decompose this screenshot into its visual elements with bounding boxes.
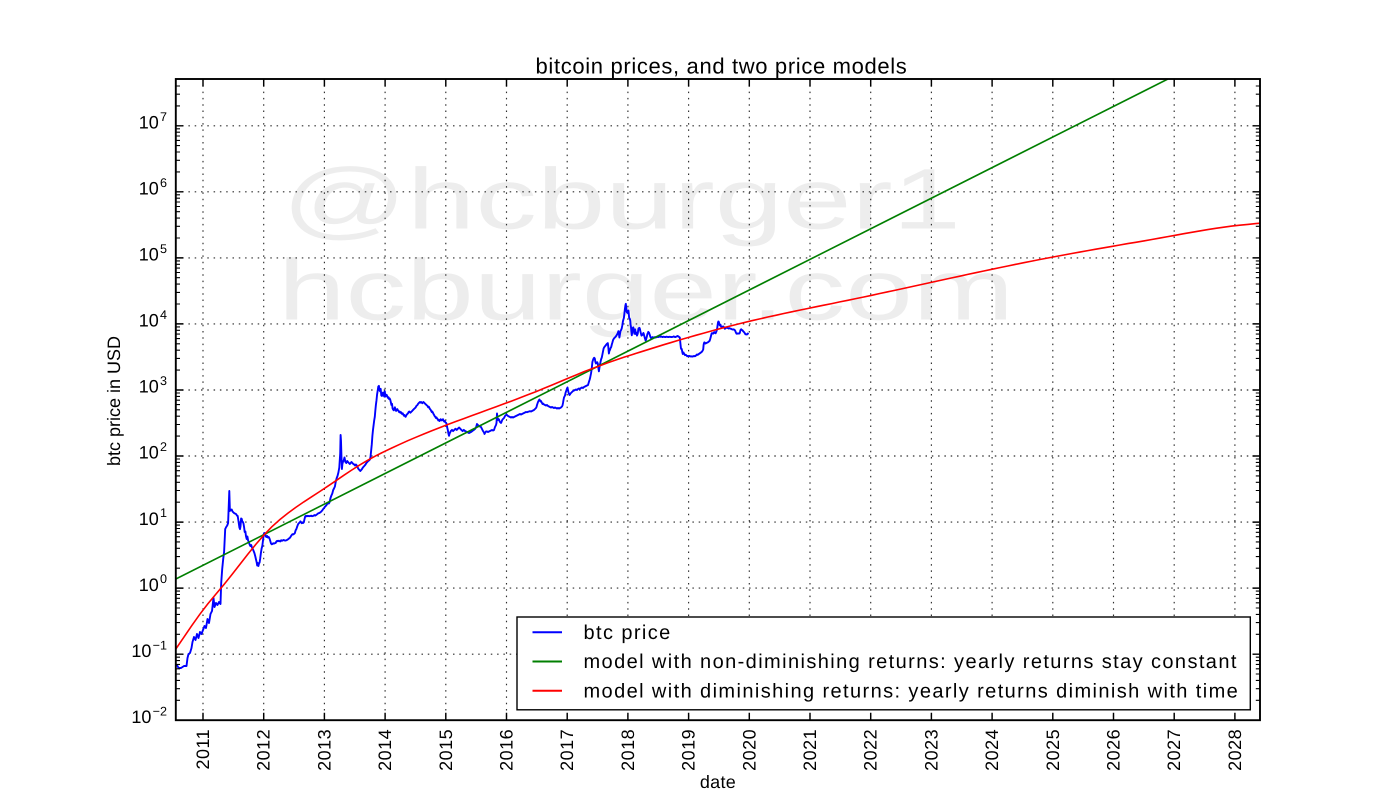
svg-text:2028: 2028 (1225, 729, 1245, 771)
svg-text:2027: 2027 (1164, 729, 1184, 771)
svg-text:2022: 2022 (861, 729, 881, 771)
svg-text:bitcoin prices, and two price: bitcoin prices, and two price models (536, 54, 908, 79)
svg-text:date: date (700, 772, 736, 792)
svg-text:model with non-diminishing ret: model with non-diminishing returns: year… (584, 651, 1238, 673)
svg-text:2018: 2018 (618, 729, 638, 771)
svg-text:2023: 2023 (921, 729, 941, 771)
svg-text:model with diminishing returns: model with diminishing returns: yearly r… (584, 680, 1240, 702)
svg-text:2020: 2020 (739, 729, 759, 771)
svg-text:btc price in USD: btc price in USD (104, 336, 124, 466)
svg-text:2024: 2024 (982, 729, 1002, 771)
svg-text:2013: 2013 (314, 729, 334, 771)
svg-text:2011: 2011 (193, 729, 213, 770)
svg-text:2025: 2025 (1043, 729, 1063, 771)
svg-text:2026: 2026 (1104, 729, 1124, 771)
svg-text:hcburger.com: hcburger.com (278, 243, 1014, 339)
svg-text:2016: 2016 (497, 729, 517, 771)
svg-text:2014: 2014 (375, 729, 395, 771)
svg-text:2017: 2017 (557, 729, 577, 771)
svg-text:btc price: btc price (584, 622, 672, 644)
svg-text:2012: 2012 (254, 729, 274, 771)
svg-text:@hcburger1: @hcburger1 (282, 152, 961, 248)
svg-text:2019: 2019 (679, 729, 699, 771)
svg-text:2021: 2021 (800, 729, 820, 771)
svg-text:2015: 2015 (436, 729, 456, 771)
